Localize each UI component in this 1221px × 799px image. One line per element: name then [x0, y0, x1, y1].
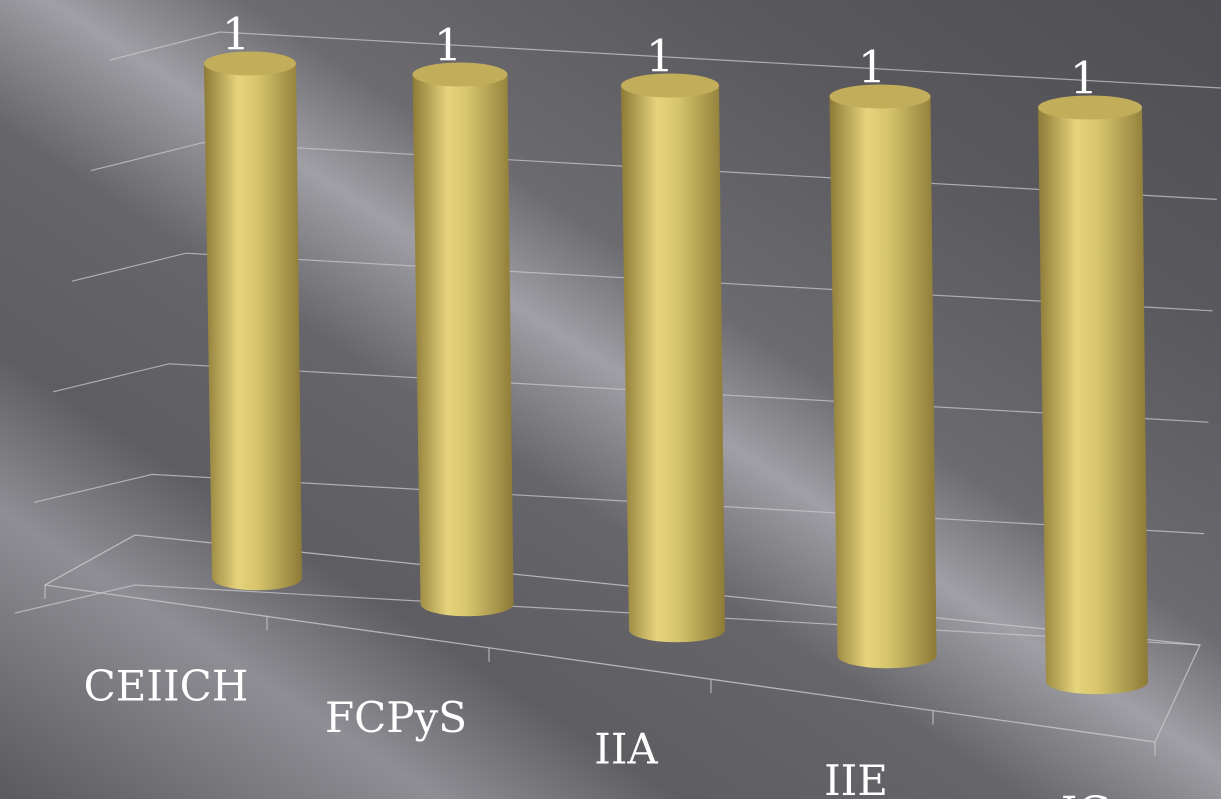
- x-axis-line: [44, 584, 1156, 743]
- gridlines: [14, 31, 1221, 646]
- bar-body: [412, 74, 514, 617]
- bar-body: [621, 85, 725, 643]
- bar: [1038, 95, 1148, 695]
- bar-top: [621, 73, 719, 98]
- data-label: 1: [434, 21, 462, 72]
- category-labels: 1 CEIICH 1 FCPyS 1 IIA 1 IIE 1 IG: [84, 10, 1111, 799]
- category-label: IG: [1061, 787, 1111, 799]
- data-label: 1: [222, 10, 250, 61]
- bar-top: [412, 62, 508, 87]
- bar-body: [829, 96, 937, 669]
- bar: [829, 84, 937, 669]
- bar-top: [1038, 95, 1142, 120]
- category-label: IIE: [824, 756, 888, 799]
- category-label: IIA: [594, 725, 658, 774]
- data-label: 1: [858, 43, 886, 94]
- data-label: 1: [646, 32, 674, 83]
- category-label: FCPyS: [325, 693, 467, 742]
- category-label: CEIICH: [84, 662, 249, 711]
- bar-body: [204, 63, 302, 591]
- bar: [621, 73, 725, 643]
- bar: [204, 51, 302, 591]
- data-label: 1: [1070, 54, 1098, 105]
- bar-body: [1038, 107, 1148, 695]
- bar-top: [829, 84, 931, 109]
- gridline: [109, 31, 1221, 89]
- bar: [412, 62, 514, 617]
- bar-top: [204, 51, 296, 76]
- bars: [204, 51, 1148, 695]
